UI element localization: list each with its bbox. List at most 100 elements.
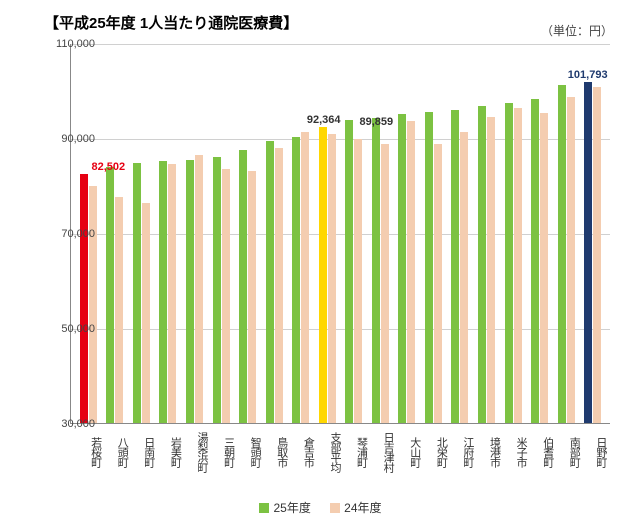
annotation: 101,793 bbox=[568, 69, 608, 81]
y-axis-label: 110,000 bbox=[35, 38, 95, 50]
bar-25 bbox=[451, 110, 459, 423]
legend-swatch-25 bbox=[259, 503, 269, 513]
bar-24 bbox=[381, 144, 389, 423]
bar-24 bbox=[168, 164, 176, 423]
bar-24 bbox=[195, 155, 203, 423]
bar-25 bbox=[372, 118, 380, 423]
bar-25 bbox=[319, 127, 327, 423]
x-axis-label: 境港市 bbox=[473, 428, 500, 472]
x-axis-label: 若桜町 bbox=[74, 428, 101, 472]
x-axis-labels: 若桜町八頭町日南町岩美町湯梨浜町三朝町智頭町鳥取市倉吉市支部平均琴浦町日吉津村大… bbox=[70, 428, 610, 472]
x-axis-label: 日野町 bbox=[579, 428, 606, 472]
unit-label: （単位：円） bbox=[541, 22, 613, 39]
bar-group bbox=[526, 99, 553, 423]
bar-group bbox=[75, 174, 102, 423]
bar-24 bbox=[514, 108, 522, 423]
bar-group bbox=[473, 106, 500, 423]
x-axis-label: 三朝町 bbox=[207, 428, 234, 472]
bar-25 bbox=[213, 157, 221, 423]
bar-25 bbox=[159, 161, 167, 423]
x-axis-label: 日南町 bbox=[127, 428, 154, 472]
bar-24 bbox=[434, 144, 442, 423]
bar-group bbox=[553, 85, 580, 423]
bar-25 bbox=[239, 150, 247, 423]
bar-group bbox=[314, 127, 341, 423]
bar-25 bbox=[531, 99, 539, 423]
legend: 25年度 24年度 bbox=[0, 499, 641, 516]
chart-title: 【平成25年度 1人当たり通院医療費】 bbox=[44, 12, 298, 33]
bar-25 bbox=[425, 112, 433, 423]
x-axis-label: 鳥取市 bbox=[260, 428, 287, 472]
x-axis-label: 大山町 bbox=[393, 428, 420, 472]
x-axis-label: 湯梨浜町 bbox=[180, 428, 207, 472]
bar-25 bbox=[558, 85, 566, 423]
bar-25 bbox=[186, 160, 194, 423]
annotation: 89,859 bbox=[359, 116, 393, 128]
legend-item-25: 25年度 bbox=[259, 499, 310, 516]
legend-label-25: 25年度 bbox=[273, 499, 310, 516]
x-axis-label: 米子市 bbox=[500, 428, 527, 472]
bar-24 bbox=[89, 186, 97, 424]
bar-24 bbox=[567, 97, 575, 423]
bar-24 bbox=[328, 134, 336, 423]
bar-25 bbox=[106, 167, 114, 423]
bar-group bbox=[234, 150, 261, 423]
y-axis-label: 50,000 bbox=[35, 323, 95, 335]
bar-24 bbox=[354, 139, 362, 423]
y-axis-label: 70,000 bbox=[35, 228, 95, 240]
bar-24 bbox=[593, 87, 601, 423]
bar-group bbox=[447, 110, 474, 423]
bar-24 bbox=[301, 132, 309, 423]
x-axis-label: 八頭町 bbox=[101, 428, 128, 472]
bar-group bbox=[208, 157, 235, 423]
bar-25 bbox=[478, 106, 486, 423]
bar-group bbox=[102, 167, 129, 423]
x-axis-label: 支部平均 bbox=[313, 428, 340, 472]
bar-group bbox=[500, 103, 527, 423]
annotation: 92,364 bbox=[307, 114, 341, 126]
bar-25 bbox=[345, 120, 353, 423]
x-axis-label: 日吉津村 bbox=[367, 428, 394, 472]
x-axis-label: 伯耆町 bbox=[526, 428, 553, 472]
bar-24 bbox=[487, 117, 495, 423]
bar-group bbox=[394, 114, 421, 423]
x-axis-label: 江府町 bbox=[446, 428, 473, 472]
bar-25 bbox=[292, 137, 300, 423]
legend-label-24: 24年度 bbox=[344, 499, 381, 516]
chart-container: 【平成25年度 1人当たり通院医療費】 （単位：円） 82,50292,3648… bbox=[0, 0, 641, 524]
bar-24 bbox=[540, 113, 548, 423]
bar-25 bbox=[266, 141, 274, 423]
bar-24 bbox=[222, 169, 230, 423]
bar-group bbox=[128, 163, 155, 423]
y-axis-label: 90,000 bbox=[35, 133, 95, 145]
bar-25 bbox=[80, 174, 88, 423]
bar-24 bbox=[407, 121, 415, 423]
bar-24 bbox=[248, 171, 256, 423]
bar-group bbox=[367, 118, 394, 423]
bar-24 bbox=[460, 132, 468, 423]
bar-24 bbox=[142, 203, 150, 423]
annotation: 82,502 bbox=[91, 161, 125, 173]
bar-group bbox=[287, 132, 314, 423]
bar-25 bbox=[398, 114, 406, 423]
bar-24 bbox=[275, 148, 283, 424]
x-axis-label: 琴浦町 bbox=[340, 428, 367, 472]
bar-group bbox=[181, 155, 208, 423]
x-axis-label: 南部町 bbox=[553, 428, 580, 472]
bars-region bbox=[71, 44, 610, 423]
bar-group bbox=[420, 112, 447, 423]
bar-group bbox=[261, 141, 288, 423]
bar-24 bbox=[115, 197, 123, 423]
bar-25 bbox=[584, 82, 592, 423]
legend-swatch-24 bbox=[330, 503, 340, 513]
x-axis-label: 岩美町 bbox=[154, 428, 181, 472]
bar-group bbox=[340, 120, 367, 423]
x-axis-label: 智頭町 bbox=[234, 428, 261, 472]
bar-25 bbox=[505, 103, 513, 423]
x-axis-label: 北栄町 bbox=[420, 428, 447, 472]
bar-25 bbox=[133, 163, 141, 423]
plot-area: 82,502 92,364 89,859 101,793 bbox=[70, 44, 610, 424]
bar-group bbox=[579, 82, 606, 423]
bar-group bbox=[155, 161, 182, 423]
x-axis-label: 倉吉市 bbox=[287, 428, 314, 472]
